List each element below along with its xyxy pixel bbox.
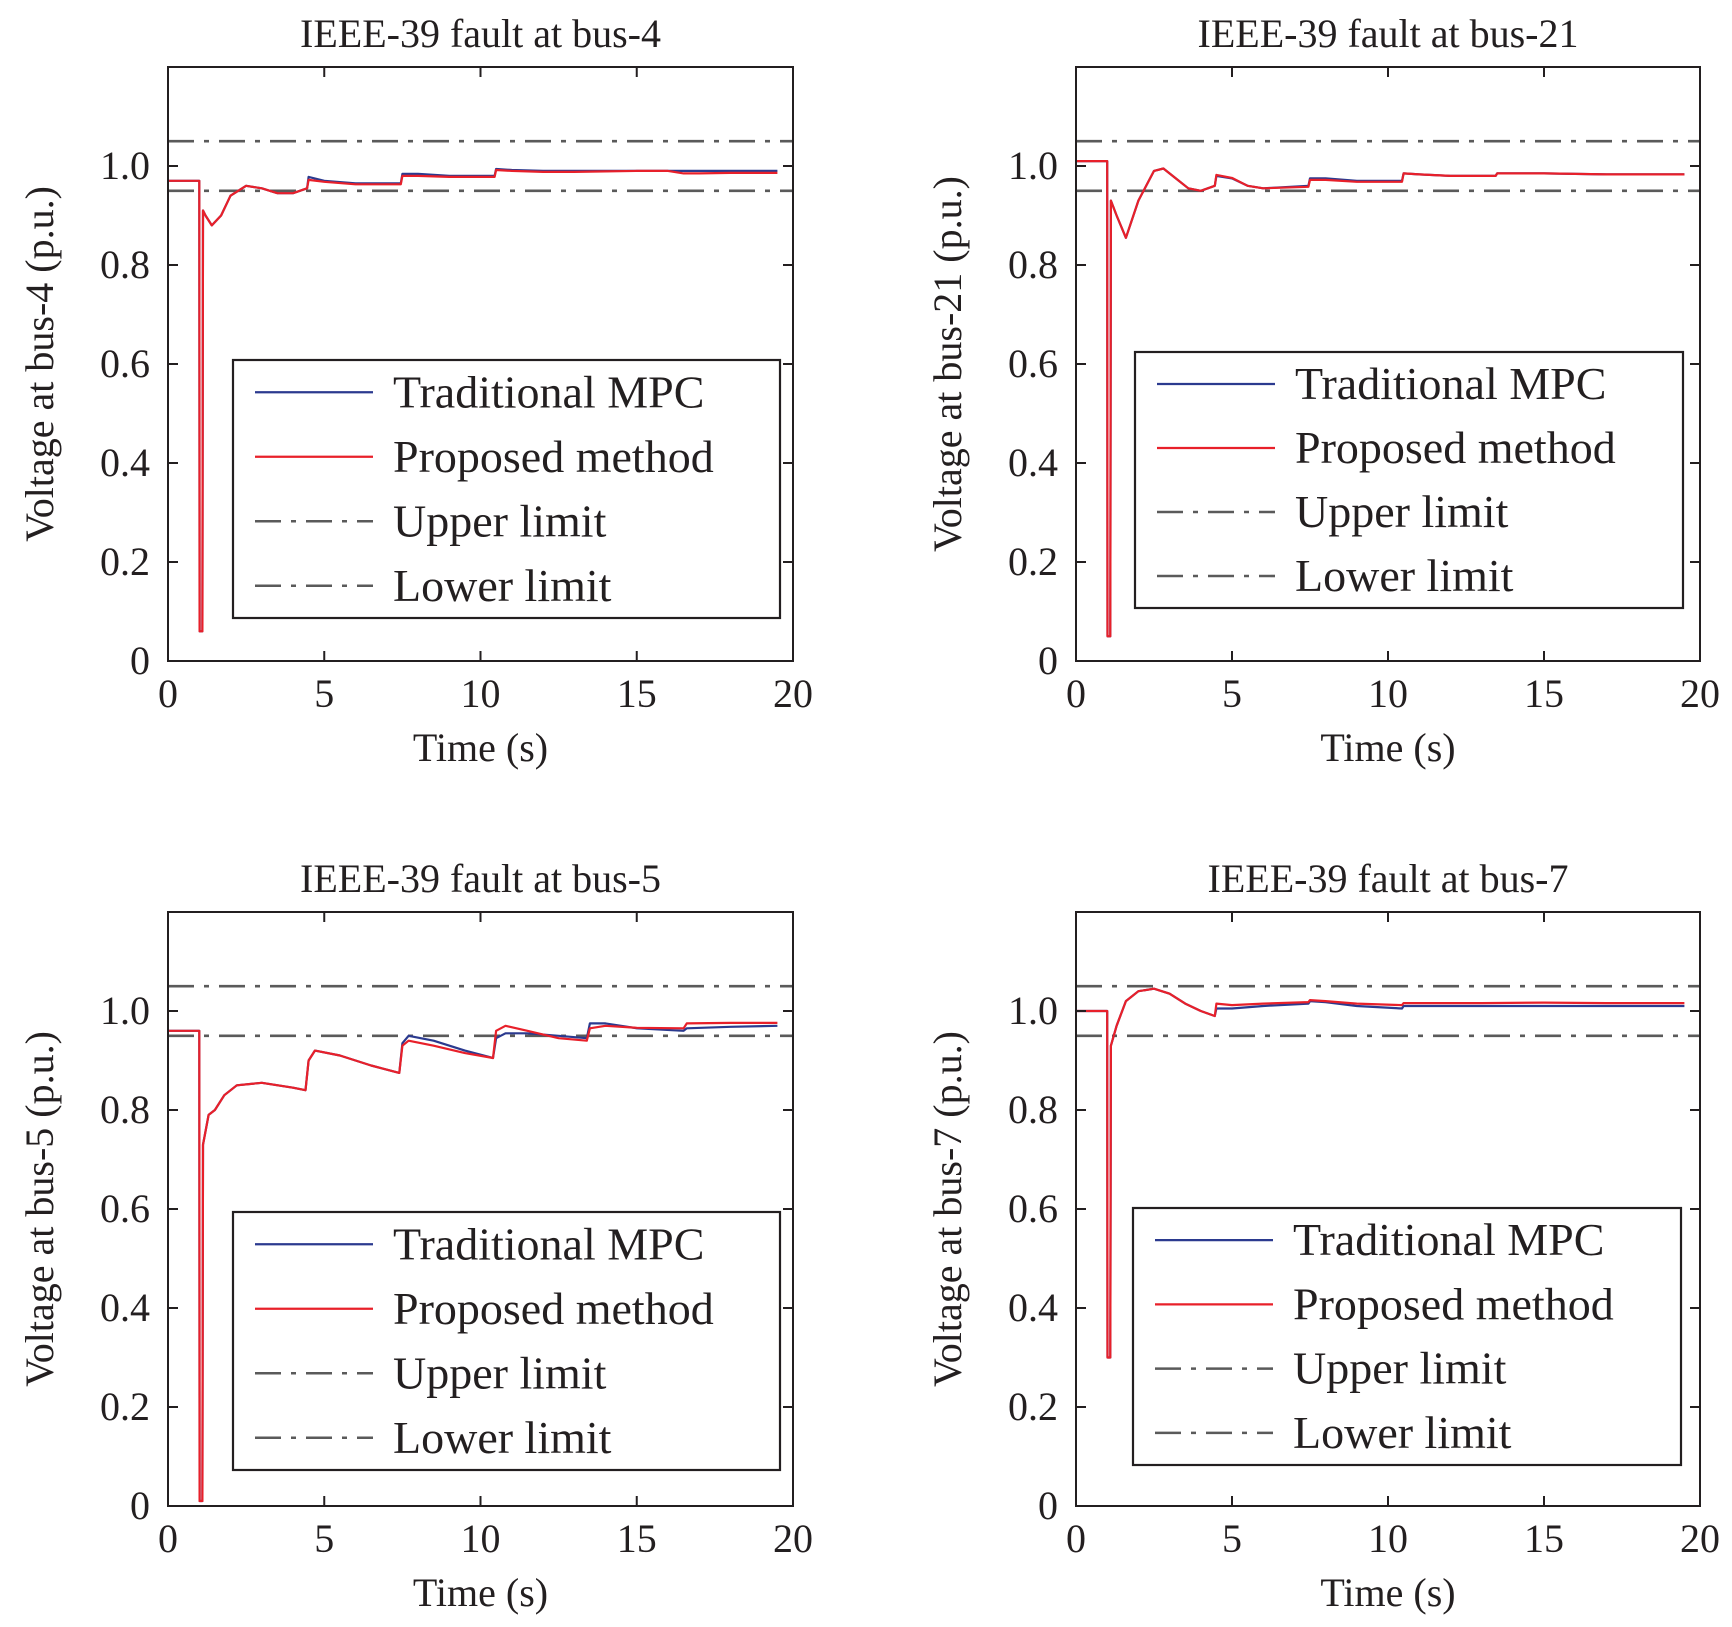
legend-box <box>1131 1206 1683 1467</box>
x-tick-label: 20 <box>1680 1516 1720 1561</box>
y-tick-label: 0.4 <box>100 1285 150 1330</box>
y-tick-label: 0.2 <box>1008 539 1058 584</box>
legend-label: Traditional MPC <box>1293 1214 1604 1265</box>
y-tick-label: 0 <box>130 638 150 683</box>
chart-panel-2: IEEE-39 fault at bus-21 0 5 10 15 20 0 0.2 0.4 0.… <box>925 11 1720 770</box>
legend-label: Lower limit <box>393 1412 612 1463</box>
x-tick-label: 5 <box>1222 1516 1242 1561</box>
legend-label: Proposed method <box>1295 422 1616 473</box>
y-tick-label: 0.6 <box>100 1186 150 1231</box>
y-tick-label: 0.4 <box>1008 1285 1058 1330</box>
x-tick-label: 10 <box>461 1516 501 1561</box>
legend: Traditional MPC Proposed method Upper limi… <box>231 358 782 620</box>
y-tick-label: 0.6 <box>1008 341 1058 386</box>
y-tick-label: 0 <box>130 1483 150 1528</box>
legend-label: Proposed method <box>393 1283 714 1334</box>
legend-label: Traditional MPC <box>393 366 704 417</box>
y-tick-label: 1.0 <box>100 143 150 188</box>
y-tick-label: 0.6 <box>1008 1186 1058 1231</box>
y-tick-label: 0.2 <box>100 539 150 584</box>
x-axis-label: Time (s) <box>1320 725 1455 770</box>
series-group <box>168 139 793 633</box>
legend-label: Traditional MPC <box>393 1218 704 1269</box>
x-tick-label: 5 <box>314 1516 334 1561</box>
chart-title: IEEE-39 fault at bus-5 <box>300 856 661 901</box>
legend-label: Lower limit <box>393 560 612 611</box>
y-axis-label: Voltage at bus-5 (p.u.) <box>17 1031 62 1387</box>
y-tick-label: 0.4 <box>1008 440 1058 485</box>
x-tick-label: 15 <box>617 671 657 716</box>
y-tick-label: 0 <box>1038 1483 1058 1528</box>
x-tick-label: 0 <box>158 1516 178 1561</box>
y-axis-label: Voltage at bus-7 (p.u.) <box>925 1031 970 1387</box>
legend: Traditional MPC Proposed method Upper limi… <box>1133 350 1685 610</box>
y-tick-label: 0.6 <box>100 341 150 386</box>
legend-label: Proposed method <box>1293 1278 1614 1329</box>
legend-label: Lower limit <box>1293 1407 1512 1458</box>
y-tick-label: 0.2 <box>1008 1384 1058 1429</box>
chart-panel-1: IEEE-39 fault at bus-4 0 5 10 15 20 0 0.2 0.4 0.6… <box>17 11 813 770</box>
legend-label: Upper limit <box>393 495 607 546</box>
y-axis-label: Voltage at bus-21 (p.u.) <box>925 176 970 552</box>
y-tick-label: 0 <box>1038 638 1058 683</box>
y-tick-label: 0.4 <box>100 440 150 485</box>
chart-panel-3: IEEE-39 fault at bus-5 0 5 10 15 20 0 0.2 0.4 0.6… <box>17 856 813 1615</box>
x-tick-label: 10 <box>461 671 501 716</box>
y-tick-label: 1.0 <box>1008 988 1058 1033</box>
series-line-proposed-method <box>168 168 778 633</box>
legend: Traditional MPC Proposed method Upper limi… <box>231 1210 782 1472</box>
y-axis-label: Voltage at bus-4 (p.u.) <box>17 186 62 542</box>
chart-panel-4: IEEE-39 fault at bus-7 0 5 10 15 20 0 0.2 0.4 0.6… <box>925 856 1720 1615</box>
chart-title: IEEE-39 fault at bus-4 <box>300 11 661 56</box>
series-group <box>1076 139 1700 638</box>
x-tick-label: 5 <box>1222 671 1242 716</box>
y-tick-label: 0.8 <box>100 242 150 287</box>
y-tick-label: 0.8 <box>1008 1087 1058 1132</box>
legend-box <box>231 1210 782 1472</box>
legend-label: Proposed method <box>393 431 714 482</box>
x-tick-label: 0 <box>158 671 178 716</box>
chart-title: IEEE-39 fault at bus-7 <box>1208 856 1569 901</box>
x-axis-label: Time (s) <box>413 1570 548 1615</box>
x-tick-label: 10 <box>1368 1516 1408 1561</box>
y-tick-label: 0.2 <box>100 1384 150 1429</box>
series-line-proposed-method <box>168 1021 778 1503</box>
x-axis-label: Time (s) <box>413 725 548 770</box>
legend-label: Upper limit <box>1293 1343 1507 1394</box>
x-tick-label: 20 <box>773 671 813 716</box>
series-group <box>1076 984 1700 1359</box>
x-tick-label: 0 <box>1066 1516 1086 1561</box>
x-tick-label: 20 <box>1680 671 1720 716</box>
legend-label: Lower limit <box>1295 550 1514 601</box>
x-axis-label: Time (s) <box>1320 1570 1455 1615</box>
legend-label: Traditional MPC <box>1295 358 1606 409</box>
x-tick-label: 20 <box>773 1516 813 1561</box>
x-tick-label: 5 <box>314 671 334 716</box>
legend-box <box>231 358 782 620</box>
x-tick-label: 10 <box>1368 671 1408 716</box>
series-group <box>168 984 793 1503</box>
series-line-proposed-method <box>1076 987 1685 1359</box>
x-tick-label: 0 <box>1066 671 1086 716</box>
x-tick-label: 15 <box>1524 671 1564 716</box>
y-tick-label: 0.8 <box>1008 242 1058 287</box>
y-tick-label: 1.0 <box>1008 143 1058 188</box>
x-tick-label: 15 <box>1524 1516 1564 1561</box>
legend: Traditional MPC Proposed method Upper limi… <box>1131 1206 1683 1467</box>
y-tick-label: 1.0 <box>100 988 150 1033</box>
series-line-proposed-method <box>1076 160 1685 638</box>
y-tick-label: 0.8 <box>100 1087 150 1132</box>
chart-title: IEEE-39 fault at bus-21 <box>1198 11 1579 56</box>
legend-box <box>1133 350 1685 610</box>
legend-label: Upper limit <box>393 1347 607 1398</box>
legend-label: Upper limit <box>1295 486 1509 537</box>
x-tick-label: 15 <box>617 1516 657 1561</box>
